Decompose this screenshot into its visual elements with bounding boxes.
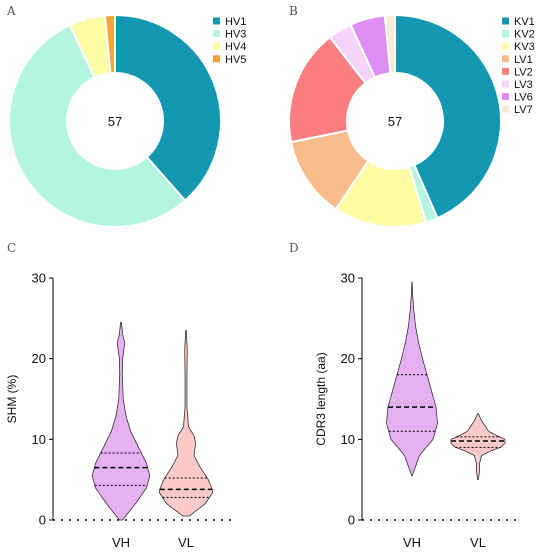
y-tick-label: 20 <box>341 351 355 366</box>
legend-label-lv3: LV3 <box>514 79 533 91</box>
panel-letter-c: C <box>7 241 16 255</box>
legend-label-hv5: HV5 <box>225 54 246 66</box>
legend-swatch-kv3 <box>502 42 509 50</box>
x-tick-label-vh: VH <box>403 535 421 550</box>
legend-swatch-lv1 <box>502 55 509 63</box>
violin-vh <box>386 281 438 477</box>
legend-swatch-lv3 <box>502 80 509 88</box>
violin-vl <box>450 413 506 481</box>
y-axis-title-c: SHM (%) <box>5 375 19 424</box>
panel-letter-a: A <box>6 4 16 18</box>
legend-swatch-lv2 <box>502 67 509 75</box>
legend-swatch-kv2 <box>502 30 509 38</box>
panel-letter-b: B <box>289 4 298 18</box>
pie-slice-kv1 <box>394 13 502 220</box>
y-tick-label: 10 <box>341 432 355 447</box>
donut-chart-b <box>288 13 502 228</box>
y-tick-label: 0 <box>39 513 46 528</box>
legend-swatch-lv6 <box>502 93 509 101</box>
violin-vh <box>91 321 151 521</box>
legend-label-lv1: LV1 <box>514 54 533 66</box>
violin-vl <box>158 330 214 517</box>
panel-letter-d: D <box>289 241 299 255</box>
pie-slice-hv5 <box>103 13 116 75</box>
legend-swatch-hv4 <box>213 42 220 50</box>
x-tick-label-vl: VL <box>470 535 486 550</box>
panel-d: D CDR3 length (aa) 0 10 20 30 VH VL <box>289 241 519 550</box>
legend-label-kv3: KV3 <box>514 41 535 53</box>
center-label-a: 57 <box>108 114 122 129</box>
legend-swatch-lv7 <box>502 105 509 113</box>
pie-slice-lv7 <box>383 13 396 75</box>
legend-swatch-kv1 <box>502 17 509 25</box>
legend-label-kv2: KV2 <box>514 29 535 41</box>
legend-swatch-hv5 <box>213 55 220 63</box>
legend-swatch-hv3 <box>213 30 220 38</box>
pie-slice-hv3 <box>8 23 187 228</box>
y-tick-label: 10 <box>32 432 46 447</box>
y-tick-label: 30 <box>341 271 355 286</box>
legend-label-hv3: HV3 <box>225 29 246 41</box>
pie-slice-hv1 <box>114 13 222 202</box>
violin-plot-c: 0 10 20 30 VH VL <box>32 271 235 550</box>
legend-label-hv1: HV1 <box>225 16 246 28</box>
x-tick-label-vh: VH <box>112 535 130 550</box>
legend-label-lv7: LV7 <box>514 104 533 116</box>
panel-c: C SHM (%) 0 10 20 30 VH VL <box>5 241 235 550</box>
x-tick-label-vl: VL <box>178 535 194 550</box>
legend-label-kv1: KV1 <box>514 16 535 28</box>
legend-label-lv6: LV6 <box>514 92 533 104</box>
legend-label-hv4: HV4 <box>225 41 246 53</box>
y-tick-label: 20 <box>32 351 46 366</box>
y-axis-title-d: CDR3 length (aa) <box>314 352 328 445</box>
legend-label-lv2: LV2 <box>514 66 533 78</box>
center-label-b: 57 <box>388 114 402 129</box>
donut-chart-a <box>8 13 222 228</box>
y-tick-label: 30 <box>32 271 46 286</box>
y-tick-label: 0 <box>348 513 355 528</box>
legend-swatch-hv1 <box>213 17 220 25</box>
violin-plot-d: 0 10 20 30 VH VL <box>341 271 519 550</box>
